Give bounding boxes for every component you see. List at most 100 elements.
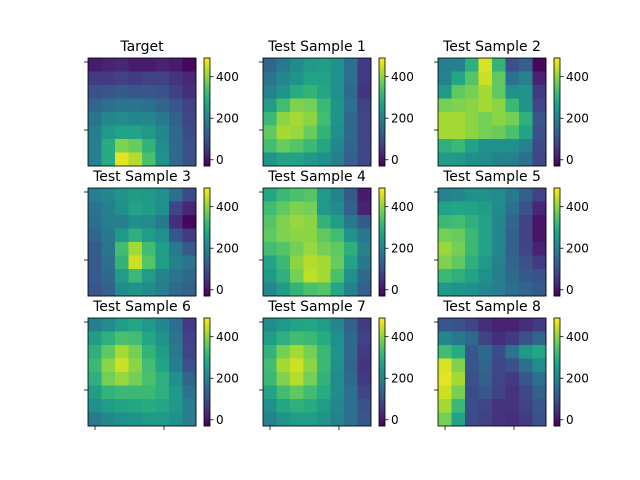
colorbar-segment	[379, 76, 385, 80]
colorbar-segment	[554, 157, 560, 161]
colorbar-segment	[379, 188, 385, 192]
heatmap-cell	[182, 139, 197, 153]
colorbar-segment	[554, 79, 560, 83]
heatmap-cell	[303, 331, 318, 346]
heatmap-cell	[478, 188, 493, 202]
colorbar-segment	[204, 204, 210, 208]
heatmap-cell	[532, 188, 547, 202]
colorbar-segment	[204, 225, 210, 229]
heatmap-cell	[263, 152, 277, 167]
heatmap-cell	[142, 201, 156, 216]
heatmap-cell	[276, 372, 291, 386]
heatmap-cell	[263, 399, 277, 413]
colorbar-segment	[379, 350, 385, 354]
colorbar-frame	[553, 317, 561, 427]
heatmap-cell	[290, 269, 304, 283]
heatmap-cell	[492, 372, 506, 386]
heatmap-cell	[532, 215, 547, 229]
colorbar-segment	[204, 236, 210, 240]
heatmap-cell	[357, 85, 372, 99]
colorbar-segment	[379, 279, 385, 283]
heatmap-cell	[492, 242, 506, 256]
heatmap-cell	[532, 412, 547, 427]
heatmap-cell	[142, 152, 156, 167]
heatmap-cell	[290, 85, 304, 99]
colorbar-segment	[379, 369, 385, 373]
heatmap-panel: Target 0 200 400	[84, 39, 239, 167]
colorbar-segment	[554, 361, 560, 365]
colorbar-frame	[378, 57, 386, 167]
heatmap-cell	[101, 318, 116, 332]
colorbar-segment	[204, 212, 210, 216]
colorbar-segment	[554, 215, 560, 219]
heatmap-cell	[505, 152, 520, 167]
colorbar-segment	[379, 258, 385, 262]
heatmap-cell	[505, 85, 520, 99]
colorbar-frame	[378, 187, 386, 297]
heatmap-cell	[478, 372, 493, 386]
heatmap-cell	[101, 125, 116, 140]
colorbar-segment	[204, 74, 210, 78]
heatmap-cell	[505, 125, 520, 140]
heatmap-cell	[505, 269, 520, 283]
heatmap-cell	[182, 71, 197, 86]
heatmap-cell	[115, 385, 129, 400]
heatmap-cell	[88, 98, 102, 113]
heatmap-cell	[478, 282, 493, 297]
heatmap-cell	[478, 318, 493, 332]
colorbar-segment	[554, 279, 560, 283]
colorbar-segment	[554, 417, 560, 421]
heatmap-cell	[115, 201, 129, 216]
heatmap-cell	[317, 152, 331, 167]
colorbar-segment	[204, 79, 210, 83]
heatmap-cell	[290, 282, 304, 297]
heatmap-cell	[317, 85, 331, 99]
colorbar-segment	[554, 114, 560, 118]
colorbar-segment	[204, 366, 210, 370]
colorbar-segment	[554, 225, 560, 229]
heatmap-cell	[101, 188, 116, 202]
heatmap-cell	[330, 85, 345, 99]
heatmap-cell	[155, 358, 170, 373]
heatmap-cell	[101, 269, 116, 283]
heatmap-cell	[155, 139, 170, 153]
colorbar-segment	[554, 396, 560, 400]
colorbar-segment	[204, 76, 210, 80]
heatmap-cell	[182, 345, 197, 359]
heatmap-cell	[263, 318, 277, 332]
heatmap-cell	[128, 318, 143, 332]
heatmap-cell	[465, 139, 479, 153]
heatmap-cell	[115, 269, 129, 283]
heatmap-cell	[303, 125, 318, 140]
heatmap-cell	[357, 255, 372, 270]
heatmap-cell	[532, 255, 547, 270]
heatmap-cell	[115, 331, 129, 346]
heatmap-cell	[357, 385, 372, 400]
heatmap-cell	[451, 139, 466, 153]
colorbar-segment	[554, 236, 560, 240]
heatmap-cell	[263, 201, 277, 216]
colorbar-segment	[554, 377, 560, 381]
colorbar-segment	[204, 155, 210, 159]
heatmap-cell	[263, 255, 277, 270]
heatmap-cell	[169, 125, 183, 140]
heatmap-cell	[128, 399, 143, 413]
colorbar-segment	[204, 393, 210, 397]
colorbar-segment	[204, 247, 210, 251]
heatmap-cell	[290, 125, 304, 140]
heatmap-cell	[88, 318, 102, 332]
heatmap-cell	[101, 358, 116, 373]
heatmap-cell	[142, 412, 156, 427]
heatmap-cell	[532, 399, 547, 413]
heatmap-cell	[519, 139, 533, 153]
heatmap-cell	[182, 58, 197, 72]
colorbar-segment	[554, 385, 560, 389]
panel-frame	[437, 317, 547, 427]
heatmap-cell	[101, 372, 116, 386]
heatmap-cell	[519, 98, 533, 113]
heatmap-cell	[88, 228, 102, 243]
heatmap-cell	[478, 345, 493, 359]
colorbar-segment	[554, 74, 560, 78]
heatmap-cell	[169, 282, 183, 297]
panel-title: Test Sample 7	[267, 299, 366, 315]
